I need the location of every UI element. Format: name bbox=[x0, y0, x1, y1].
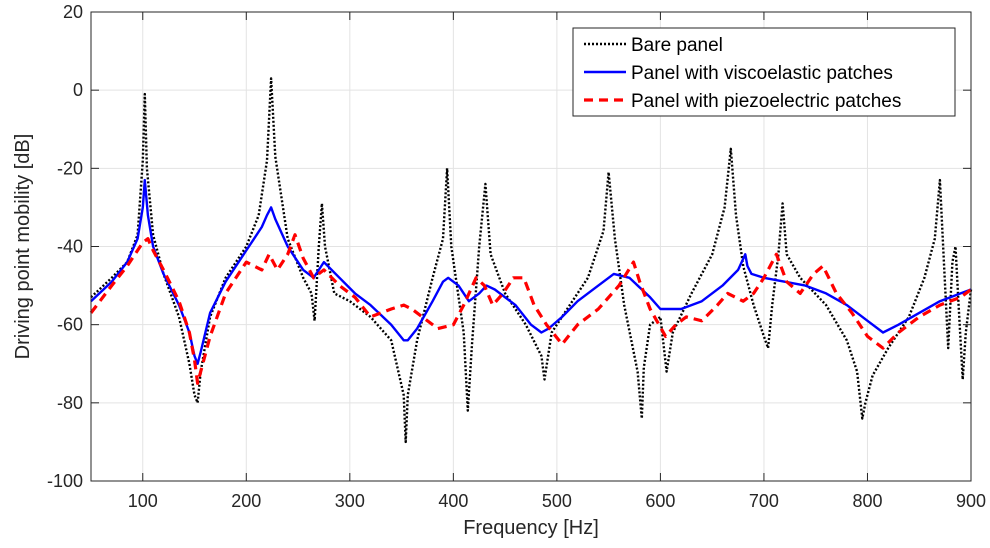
y-tick-label: -100 bbox=[47, 471, 83, 491]
legend-label-piezoelectric: Panel with piezoelectric patches bbox=[631, 91, 901, 112]
y-tick-label: -20 bbox=[57, 158, 83, 178]
x-tick-label: 900 bbox=[956, 491, 986, 511]
tick-marks bbox=[91, 11, 972, 482]
legend-label-viscoelastic: Panel with viscoelastic patches bbox=[631, 63, 893, 84]
x-tick-label: 600 bbox=[645, 491, 675, 511]
legend-label-bare-panel: Bare panel bbox=[631, 35, 723, 56]
legend: Bare panel Panel with viscoelastic patch… bbox=[572, 27, 956, 117]
y-tick-label: -40 bbox=[57, 237, 83, 257]
y-tick-label: -60 bbox=[57, 315, 83, 335]
series-line-viscoelastic bbox=[90, 178, 972, 365]
x-tick-label: 200 bbox=[231, 491, 261, 511]
series-line-bare-panel bbox=[90, 77, 973, 444]
series-layer bbox=[89, 77, 973, 444]
legend-box bbox=[572, 27, 956, 117]
x-tick-labels: 100 200 300 400 500 600 700 800 900 bbox=[128, 491, 986, 511]
x-tick-label: 700 bbox=[749, 491, 779, 511]
x-tick-label: 400 bbox=[438, 491, 468, 511]
x-tick-label: 800 bbox=[852, 491, 882, 511]
y-tick-labels: -100 -80 -60 -40 -20 0 20 bbox=[47, 2, 83, 491]
y-tick-label: 0 bbox=[73, 80, 83, 100]
y-axis-label: Driving point mobility [dB] bbox=[12, 134, 34, 360]
y-tick-label: -80 bbox=[57, 393, 83, 413]
x-tick-label: 300 bbox=[335, 491, 365, 511]
x-tick-label: 500 bbox=[542, 491, 572, 511]
x-tick-label: 100 bbox=[128, 491, 158, 511]
x-axis-label: Frequency [Hz] bbox=[463, 517, 599, 539]
series-line-piezoelectric bbox=[89, 233, 972, 385]
y-tick-label: 20 bbox=[63, 2, 83, 22]
